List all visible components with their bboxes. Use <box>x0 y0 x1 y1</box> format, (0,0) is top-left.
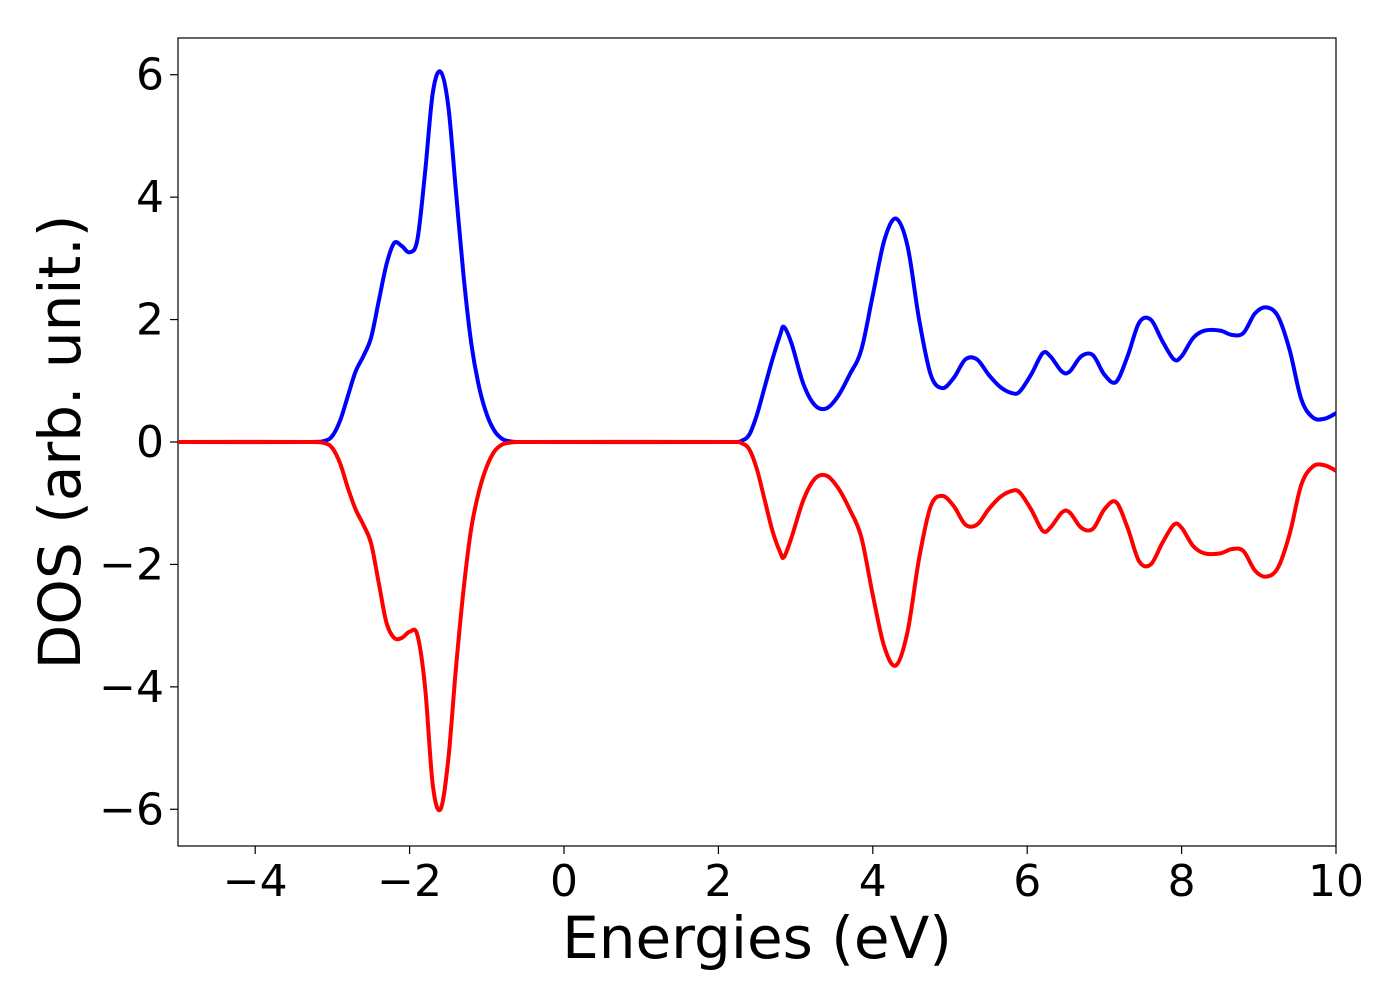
y-tick-label: −6 <box>99 784 164 835</box>
series-layer <box>178 69 1336 813</box>
x-tick-label: 2 <box>704 856 732 907</box>
x-tick-label: 8 <box>1168 856 1196 907</box>
x-tick-label: −4 <box>223 856 288 907</box>
y-tick-label: 4 <box>136 172 164 223</box>
x-tick-label: 6 <box>1013 856 1041 907</box>
y-axis-ticks: 6 4 2 0 −2 −4 −6 <box>99 50 178 835</box>
x-axis-ticks: −4 −2 0 2 4 6 8 10 <box>223 846 1364 907</box>
plot-area <box>177 37 1337 847</box>
x-tick-label: 0 <box>550 856 578 907</box>
x-axis-title: Energies (eV) <box>562 904 952 972</box>
y-tick-label: −4 <box>99 662 164 713</box>
x-tick-label: 10 <box>1308 856 1364 907</box>
x-tick-label: −2 <box>377 856 442 907</box>
y-tick-label: −2 <box>99 539 164 590</box>
y-tick-label: 2 <box>136 295 164 346</box>
y-tick-label: 6 <box>136 50 164 101</box>
y-axis-title: DOS (arb. unit.) <box>26 215 94 670</box>
series-line-2 <box>178 439 1336 813</box>
x-tick-label: 4 <box>859 856 887 907</box>
y-tick-label: 0 <box>136 417 164 468</box>
series-line-1 <box>178 69 1336 445</box>
